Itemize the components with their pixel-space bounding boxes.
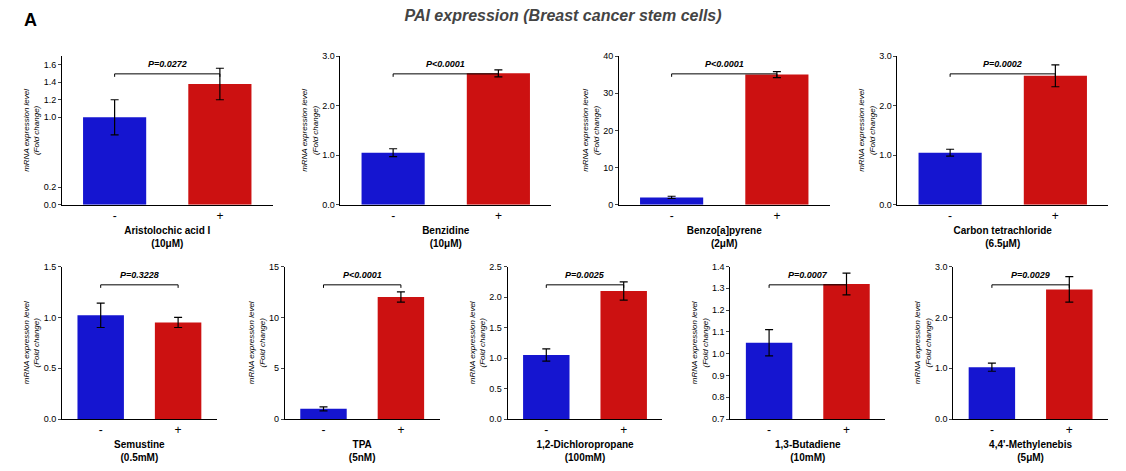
svg-text:PAI expression (Breast cancer: PAI expression (Breast cancer stem cells… [404,7,721,24]
svg-text:30: 30 [603,88,613,98]
svg-text:3.0: 3.0 [879,51,892,61]
svg-text:0.0: 0.0 [322,200,335,210]
svg-text:1,2-Dichloropropane(100mM): 1,2-Dichloropropane(100mM) [536,439,634,463]
svg-text:0.5: 0.5 [489,384,502,394]
svg-text:Benzidine(10μM): Benzidine(10μM) [422,225,470,249]
svg-text:0.0: 0.0 [44,200,57,210]
svg-text:+: + [620,423,627,437]
svg-text:15: 15 [269,262,279,272]
svg-text:+: + [773,209,780,223]
svg-text:0.5: 0.5 [44,363,57,373]
svg-text:5: 5 [274,363,279,373]
svg-text:1.0: 1.0 [489,353,502,363]
svg-text:1.2: 1.2 [712,305,725,315]
svg-text:TPA(5nM): TPA(5nM) [349,439,376,463]
svg-text:-: - [948,209,952,223]
svg-text:2.5: 2.5 [489,262,502,272]
svg-text:1.4: 1.4 [44,77,57,87]
svg-text:P=0.0025: P=0.0025 [565,270,605,280]
svg-text:+: + [1052,209,1059,223]
svg-text:-: - [990,423,994,437]
svg-text:4,4'-Methylenebis(5μM): 4,4'-Methylenebis(5μM) [989,439,1072,463]
svg-text:1.6: 1.6 [44,60,57,70]
svg-text:+: + [495,209,502,223]
svg-text:-: - [767,423,771,437]
svg-text:P<0.0001: P<0.0001 [705,59,744,69]
svg-text:10: 10 [269,313,279,323]
svg-text:0.0: 0.0 [489,414,502,424]
svg-text:P=0.0002: P=0.0002 [983,59,1022,69]
svg-text:Semustine(0.5mM): Semustine(0.5mM) [114,439,165,463]
svg-text:0: 0 [274,414,279,424]
svg-text:P<0.0001: P<0.0001 [426,59,465,69]
svg-text:mRNA expression level(Fold cha: mRNA expression level(Fold change) [690,301,709,384]
svg-text:-: - [544,423,548,437]
svg-text:+: + [216,209,223,223]
svg-text:1.5: 1.5 [44,262,57,272]
svg-text:Carbon tetrachloride(6.5μM): Carbon tetrachloride(6.5μM) [954,225,1053,249]
svg-text:-: - [321,423,325,437]
svg-text:+: + [175,423,182,437]
svg-text:2.0: 2.0 [489,292,502,302]
svg-text:A: A [24,10,37,30]
svg-text:mRNA expression level(Fold cha: mRNA expression level(Fold change) [913,301,932,384]
svg-text:1.0: 1.0 [935,363,948,373]
svg-text:Benzo[a]pyrene(2μM): Benzo[a]pyrene(2μM) [687,225,762,249]
svg-text:2.0: 2.0 [879,101,892,111]
svg-text:mRNA expression level(Fold cha: mRNA expression level(Fold change) [300,89,319,172]
svg-text:1.0: 1.0 [44,313,57,323]
svg-text:mRNA expression level(Fold cha: mRNA expression level(Fold change) [22,89,41,172]
svg-text:0.0: 0.0 [44,414,57,424]
svg-text:2.0: 2.0 [935,313,948,323]
svg-text:0.2: 0.2 [44,182,57,192]
svg-text:3.0: 3.0 [322,51,335,61]
svg-text:0.0: 0.0 [935,414,948,424]
svg-text:-: - [670,209,674,223]
svg-text:1.1: 1.1 [712,327,725,337]
svg-text:3.0: 3.0 [935,262,948,272]
svg-text:-: - [391,209,395,223]
svg-text:mRNA expression level(Fold cha: mRNA expression level(Fold change) [247,301,266,384]
svg-text:0.8: 0.8 [712,392,725,402]
svg-text:mRNA expression level(Fold cha: mRNA expression level(Fold change) [581,89,600,172]
svg-text:1.0: 1.0 [879,150,892,160]
svg-text:+: + [397,423,404,437]
svg-text:P=0.3228: P=0.3228 [120,270,159,280]
svg-text:2.0: 2.0 [322,101,335,111]
svg-text:1.5: 1.5 [489,323,502,333]
svg-text:-: - [99,423,103,437]
svg-text:40: 40 [603,51,613,61]
svg-text:0.7: 0.7 [712,414,725,424]
svg-text:1,3-Butadiene(10mM): 1,3-Butadiene(10mM) [775,439,841,463]
svg-text:+: + [1066,423,1073,437]
svg-text:mRNA expression level(Fold cha: mRNA expression level(Fold change) [22,301,41,384]
svg-text:P=0.0272: P=0.0272 [148,59,187,69]
svg-text:10: 10 [603,163,613,173]
svg-text:0.9: 0.9 [712,371,725,381]
svg-text:1.0: 1.0 [44,112,57,122]
svg-text:mRNA expression level(Fold cha: mRNA expression level(Fold change) [857,89,876,172]
svg-text:1.0: 1.0 [712,349,725,359]
svg-text:mRNA expression level(Fold cha: mRNA expression level(Fold change) [468,301,487,384]
svg-text:P=0.0029: P=0.0029 [1011,270,1050,280]
svg-text:P<0.0001: P<0.0001 [343,270,382,280]
svg-text:1.4: 1.4 [712,262,725,272]
svg-text:20: 20 [603,126,613,136]
svg-text:1.0: 1.0 [322,150,335,160]
svg-text:0.0: 0.0 [879,200,892,210]
svg-text:1.3: 1.3 [712,283,725,293]
svg-text:0: 0 [608,200,613,210]
svg-text:P=0.0007: P=0.0007 [788,270,828,280]
svg-text:-: - [113,209,117,223]
svg-text:Aristolochic acid I(10μM): Aristolochic acid I(10μM) [124,225,210,249]
svg-text:1.2: 1.2 [44,95,57,105]
svg-text:+: + [843,423,850,437]
